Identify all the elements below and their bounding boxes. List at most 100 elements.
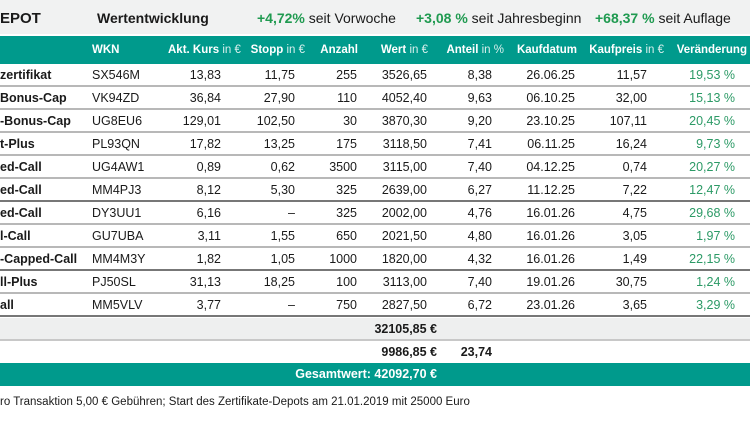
table-row: l-Call GU7UBA 3,11 1,55 650 2021,50 4,80 16.01.… xyxy=(0,225,750,248)
column-header: Anzahl xyxy=(320,44,358,56)
purchase-price: 107,11 xyxy=(609,113,647,128)
performance-bar: EPOT Wertentwicklung +4,72% seit Vorwoch… xyxy=(0,0,750,34)
product-name: -Bonus-Cap xyxy=(0,113,71,128)
product-name: all xyxy=(0,297,14,312)
column-header: Kaufpreis in € xyxy=(589,44,664,56)
cash-share: 23,74 xyxy=(460,345,492,359)
purchase-date: 16.01.26 xyxy=(526,228,575,243)
total-row: Gesamtwert: 42092,70 € xyxy=(0,363,750,386)
purchase-price: 30,75 xyxy=(615,274,647,289)
wkn: SX546M xyxy=(92,67,140,82)
current-price: 31,13 xyxy=(189,274,221,289)
change: 1,24 % xyxy=(696,274,735,289)
sum-value: 32105,85 € xyxy=(374,322,437,336)
stop: 13,25 xyxy=(263,136,295,151)
value: 3870,30 xyxy=(381,113,427,128)
column-header: Kaufdatum xyxy=(516,44,577,56)
table-row: t-Plus PL93QN 17,82 13,25 175 3118,50 7,41 06.1… xyxy=(0,133,750,156)
purchase-price: 4,75 xyxy=(622,205,647,220)
cash-value: 9986,85 € xyxy=(381,345,437,359)
quantity: 3500 xyxy=(329,159,357,174)
value: 2827,50 xyxy=(381,297,427,312)
product-name: l-Call xyxy=(0,228,31,243)
purchase-date: 19.01.26 xyxy=(526,274,575,289)
change: 19,53 % xyxy=(689,67,735,82)
wkn: MM4PJ3 xyxy=(92,182,142,197)
product-name: -Capped-Call xyxy=(0,251,78,266)
footnote: ro Transaktion 5,00 € Gebühren; Start de… xyxy=(0,396,470,408)
current-price: 3,11 xyxy=(197,228,221,243)
product-name: ed-Call xyxy=(0,159,42,174)
quantity: 650 xyxy=(336,228,357,243)
stop: – xyxy=(288,205,295,220)
product-name: ed-Call xyxy=(0,205,42,220)
wkn: VK94ZD xyxy=(92,90,140,105)
purchase-price: 16,24 xyxy=(615,136,647,151)
column-header: Akt. Kurs in € xyxy=(168,44,241,56)
column-header: Stopp in € xyxy=(250,44,305,56)
value: 4052,40 xyxy=(381,90,427,105)
value: 2021,50 xyxy=(381,228,427,243)
stop: 0,62 xyxy=(270,159,295,174)
change: 1,97 % xyxy=(696,228,735,243)
table-row: ed-Call UG4AW1 0,89 0,62 3500 3115,00 7,40 04.1… xyxy=(0,156,750,179)
quantity: 30 xyxy=(343,113,357,128)
current-price: 17,82 xyxy=(189,136,221,151)
cash-row: 9986,85 € 23,74 xyxy=(0,341,750,363)
depot-title: EPOT xyxy=(0,10,41,27)
quantity: 750 xyxy=(336,297,357,312)
column-header: WKN xyxy=(92,44,120,56)
table-row: ll-Plus PJ50SL 31,13 18,25 100 3113,00 7,40 19.… xyxy=(0,271,750,294)
wkn: MM5VLV xyxy=(92,297,143,312)
wkn: UG8EU6 xyxy=(92,113,143,128)
sum-row: 32105,85 € xyxy=(0,318,750,341)
share: 4,32 xyxy=(467,251,492,266)
total-value: Gesamtwert: 42092,70 € xyxy=(295,367,437,381)
wkn: UG4AW1 xyxy=(92,159,145,174)
current-price: 1,82 xyxy=(196,251,221,266)
change: 22,15 % xyxy=(689,251,735,266)
wkn: DY3UU1 xyxy=(92,205,142,220)
value: 3115,00 xyxy=(382,159,427,174)
purchase-price: 1,49 xyxy=(622,251,647,266)
stop: 1,05 xyxy=(270,251,295,266)
wkn: GU7UBA xyxy=(92,228,144,243)
performance-heading: Wertentwicklung xyxy=(97,10,209,26)
share: 8,38 xyxy=(467,67,492,82)
wkn: MM4M3Y xyxy=(92,251,146,266)
purchase-date: 23.01.26 xyxy=(526,297,575,312)
change: 20,27 % xyxy=(689,159,735,174)
purchase-price: 3,65 xyxy=(622,297,647,312)
stop: 1,55 xyxy=(270,228,295,243)
purchase-price: 3,05 xyxy=(622,228,647,243)
quantity: 175 xyxy=(336,136,357,151)
purchase-date: 04.12.25 xyxy=(526,159,575,174)
purchase-date: 06.10.25 xyxy=(526,90,575,105)
stop: 11,75 xyxy=(264,67,295,82)
purchase-price: 0,74 xyxy=(622,159,647,174)
value: 2002,00 xyxy=(381,205,427,220)
perf-ytd: +3,08 % seit Jahresbeginn xyxy=(416,10,582,26)
current-price: 36,84 xyxy=(189,90,221,105)
share: 6,27 xyxy=(467,182,492,197)
purchase-price: 32,00 xyxy=(615,90,647,105)
product-name: t-Plus xyxy=(0,136,35,151)
share: 7,40 xyxy=(467,274,492,289)
share: 4,80 xyxy=(467,228,492,243)
share: 4,76 xyxy=(467,205,492,220)
purchase-date: 23.10.25 xyxy=(526,113,575,128)
share: 9,63 xyxy=(467,90,492,105)
purchase-date: 26.06.25 xyxy=(526,67,575,82)
stop: 5,30 xyxy=(270,182,295,197)
current-price: 8,12 xyxy=(196,182,221,197)
purchase-date: 16.01.26 xyxy=(526,205,575,220)
wkn: PL93QN xyxy=(92,136,140,151)
value: 3118,50 xyxy=(382,136,427,151)
share: 7,41 xyxy=(467,136,492,151)
purchase-date: 06.11.25 xyxy=(527,136,575,151)
purchase-price: 11,57 xyxy=(616,67,647,82)
current-price: 13,83 xyxy=(189,67,221,82)
change: 12,47 % xyxy=(689,182,735,197)
quantity: 325 xyxy=(336,205,357,220)
table-row: Bonus-Cap VK94ZD 36,84 27,90 110 4052,40 9,63 0… xyxy=(0,87,750,110)
